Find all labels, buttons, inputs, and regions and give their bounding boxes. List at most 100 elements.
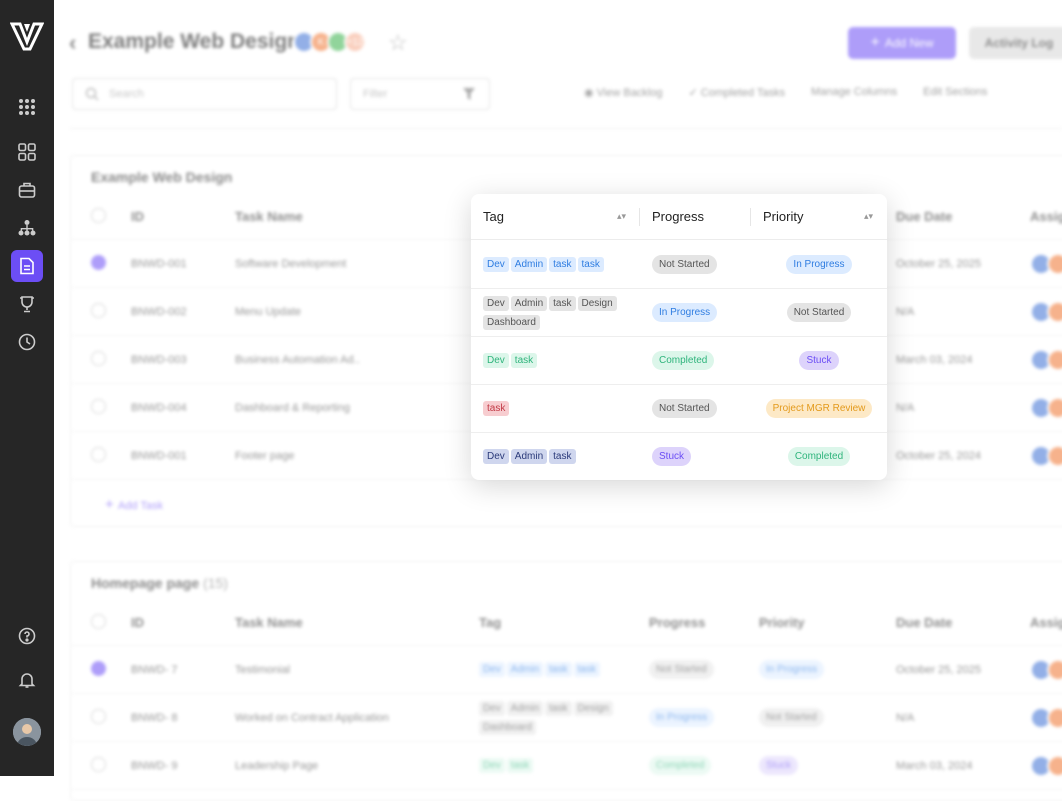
col-id[interactable]: ID	[131, 615, 144, 630]
row-checkbox[interactable]	[91, 660, 106, 676]
popup-progress-cell[interactable]: Not Started	[640, 241, 751, 288]
task-progress[interactable]: Completed	[649, 756, 759, 775]
task-progress[interactable]: Not Started	[649, 660, 759, 679]
task-name[interactable]: Dashboard & Reporting	[235, 401, 350, 414]
completed-tasks-link[interactable]: ✓ Completed Tasks	[688, 87, 785, 99]
task-tags[interactable]: Dev task	[479, 756, 649, 775]
sidebar-item-team[interactable]	[11, 212, 43, 244]
member-avatar[interactable]: +12	[344, 31, 366, 53]
col-progress[interactable]: Progress	[649, 615, 706, 630]
filter-input[interactable]: Filter	[350, 78, 490, 110]
edit-sections-link[interactable]: Edit Sections	[923, 86, 988, 98]
select-all-checkbox[interactable]	[91, 613, 106, 629]
table-row[interactable]: BNWD- 7 Testimonial Dev Admin task task Not St…	[71, 646, 1062, 694]
assignee-avatars[interactable]	[1030, 658, 1062, 681]
popup-tag-cell[interactable]: Dev Admin task Design Dashboard	[471, 289, 640, 336]
task-name[interactable]: Worked on Contract Application	[235, 711, 389, 724]
assignee-avatars[interactable]	[1030, 706, 1062, 729]
add-task-button[interactable]: + Add Task	[105, 496, 163, 513]
popup-tag-cell[interactable]: Dev task	[471, 337, 640, 384]
popup-progress-cell[interactable]: In Progress	[640, 289, 751, 336]
task-name[interactable]: Leadership Page	[235, 759, 319, 772]
task-name[interactable]: Software Development	[235, 257, 347, 270]
popup-tag-cell[interactable]: Dev Admin task	[471, 433, 640, 480]
col-task-name[interactable]: Task Name	[235, 209, 303, 224]
member-avatars[interactable]: K +12	[293, 31, 366, 53]
assignee-avatar[interactable]	[1047, 658, 1062, 681]
col-tag[interactable]: Tag	[479, 615, 502, 630]
assignee-avatars[interactable]	[1030, 348, 1062, 371]
assignee-avatars[interactable]	[1030, 396, 1062, 419]
popup-tag-cell[interactable]: task	[471, 385, 640, 432]
row-checkbox[interactable]	[91, 254, 106, 270]
select-all-checkbox[interactable]	[91, 207, 106, 223]
row-checkbox[interactable]	[91, 398, 106, 414]
popup-priority-cell[interactable]: Project MGR Review	[751, 385, 887, 432]
popup-progress-cell[interactable]: Completed	[640, 337, 751, 384]
row-checkbox[interactable]	[91, 350, 106, 366]
assignee-avatar[interactable]	[1047, 252, 1062, 275]
sidebar-item-notifications[interactable]	[11, 664, 43, 696]
task-name[interactable]: Testimonial	[235, 663, 291, 676]
star-icon[interactable]: ☆	[388, 30, 408, 55]
task-priority[interactable]: Not Started	[759, 708, 896, 727]
table-row[interactable]: BNWD-003 Business Automation Ad.. March 03…	[71, 336, 1062, 384]
col-assignee[interactable]: Assig	[1030, 615, 1062, 630]
col-id[interactable]: ID	[131, 209, 144, 224]
popup-progress-cell[interactable]: Not Started	[640, 385, 751, 432]
view-backlog-link[interactable]: ◉ View Backlog	[584, 87, 663, 99]
assignee-avatar[interactable]	[1047, 444, 1062, 467]
assignee-avatar[interactable]	[1047, 706, 1062, 729]
assignee-avatar[interactable]	[1047, 300, 1062, 323]
popup-col-progress[interactable]: Progress	[640, 194, 751, 239]
table-row[interactable]: BNWD- 9 Leadership Page Dev task Completed St…	[71, 742, 1062, 790]
task-name[interactable]: Menu Update	[235, 305, 302, 318]
sort-icon[interactable]: ▴▾	[863, 211, 873, 221]
sidebar-item-help[interactable]	[11, 620, 43, 652]
row-checkbox[interactable]	[91, 446, 106, 462]
popup-tag-cell[interactable]: Dev Admin task task	[471, 241, 640, 288]
assignee-avatar[interactable]	[1047, 348, 1062, 371]
sidebar-item-time[interactable]	[11, 326, 43, 358]
brand-logo-icon[interactable]	[10, 20, 44, 52]
manage-columns-link[interactable]: Manage Columns	[810, 86, 898, 98]
row-checkbox[interactable]	[91, 302, 106, 318]
sort-icon[interactable]: ▴▾	[616, 211, 626, 221]
task-name[interactable]: Business Automation Ad..	[235, 353, 360, 366]
sidebar-item-apps[interactable]	[11, 91, 43, 123]
assignee-avatars[interactable]	[1030, 754, 1062, 777]
col-priority[interactable]: Priority	[759, 615, 805, 630]
row-checkbox[interactable]	[91, 708, 106, 724]
popup-col-priority[interactable]: Priority ▴▾	[763, 209, 873, 224]
popup-col-tag[interactable]: Tag ▴▾	[471, 194, 640, 239]
task-tags[interactable]: Dev Admin task Design Dashboard	[479, 699, 649, 737]
task-priority[interactable]: In Progress	[759, 660, 896, 679]
col-assignee[interactable]: Assig	[1030, 209, 1062, 224]
task-progress[interactable]: In Progress	[649, 708, 759, 727]
col-due-date[interactable]: Due Date	[896, 615, 953, 630]
sidebar-item-tasks[interactable]	[11, 250, 43, 282]
member-avatar[interactable]: K	[310, 31, 332, 53]
sidebar-item-dashboard[interactable]	[11, 136, 43, 168]
col-task-name[interactable]: Task Name	[235, 615, 303, 630]
col-due-date[interactable]: Due Date	[896, 209, 953, 224]
back-arrow-icon[interactable]: ‹	[69, 30, 77, 55]
popup-priority-cell[interactable]: In Progress	[751, 241, 887, 288]
table-row[interactable]: BNWD- 8 Worked on Contract Application Dev…	[71, 694, 1062, 742]
popup-priority-cell[interactable]: Completed	[751, 433, 887, 480]
add-new-button[interactable]: + Add New	[848, 27, 956, 59]
task-name[interactable]: Footer page	[235, 449, 295, 462]
assignee-avatars[interactable]	[1030, 444, 1062, 467]
popup-priority-cell[interactable]: Stuck	[751, 337, 887, 384]
popup-priority-cell[interactable]: Not Started	[751, 289, 887, 336]
user-avatar[interactable]	[13, 718, 41, 746]
search-input[interactable]: Search	[72, 78, 337, 110]
assignee-avatar[interactable]	[1047, 754, 1062, 777]
assignee-avatars[interactable]	[1030, 252, 1062, 275]
task-tags[interactable]: Dev Admin task task	[479, 660, 649, 679]
row-checkbox[interactable]	[91, 756, 106, 772]
activity-log-button[interactable]: Activity Log	[969, 27, 1062, 59]
task-priority[interactable]: Stuck	[759, 756, 896, 775]
sidebar-item-rewards[interactable]	[11, 288, 43, 320]
assignee-avatar[interactable]	[1047, 396, 1062, 419]
